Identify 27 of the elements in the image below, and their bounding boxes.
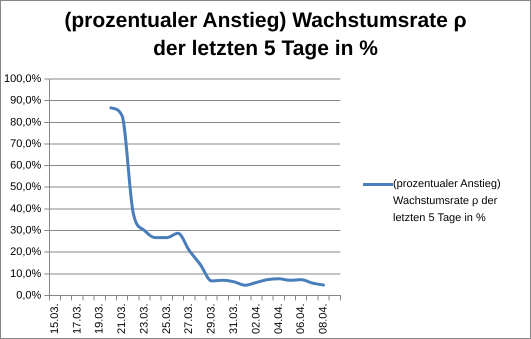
x-tick-label: 06.04. xyxy=(295,303,308,334)
y-tick-label: 60,0% xyxy=(10,160,42,172)
x-tick-label: 29.03. xyxy=(206,303,218,334)
legend-label: (prozentualer Anstieg) Wachstumsrate ρ der letzten 5 Tage in % xyxy=(393,177,502,226)
x-tick-label: 17.03. xyxy=(71,303,84,334)
y-tick-label: 50,0% xyxy=(10,181,42,194)
y-tick-label: 10,0% xyxy=(10,268,42,280)
y-tick-label: 70,0% xyxy=(10,138,42,150)
x-tick-label: 27.03. xyxy=(183,303,196,334)
x-tick-label: 08.04. xyxy=(318,303,330,334)
x-tick-label: 04.04. xyxy=(272,303,285,334)
y-tick-label: 30,0% xyxy=(10,224,42,237)
x-tick-label: 15.03. xyxy=(48,303,61,334)
y-tick-label: 90,0% xyxy=(10,94,42,107)
y-tick-label: 20,0% xyxy=(10,246,42,258)
y-tick-label: 100,0% xyxy=(4,73,42,86)
x-tick-label: 25.03. xyxy=(160,303,173,334)
x-tick-label: 02.04. xyxy=(250,303,262,334)
chart-title: (prozentualer Anstieg) Wachstumsrate ρ der letzten 5 Tage in % xyxy=(63,8,468,62)
y-tick-label: 40,0% xyxy=(10,202,42,215)
y-tick-label: 80,0% xyxy=(10,116,42,128)
y-tick-label: 0,0% xyxy=(16,289,42,302)
x-tick-label: 31.03. xyxy=(228,303,240,334)
line-series xyxy=(109,106,326,287)
x-tick-label: 23.03. xyxy=(138,303,150,334)
x-tick-label: 19.03. xyxy=(94,303,106,334)
x-tick-label: 21.03. xyxy=(116,303,128,334)
